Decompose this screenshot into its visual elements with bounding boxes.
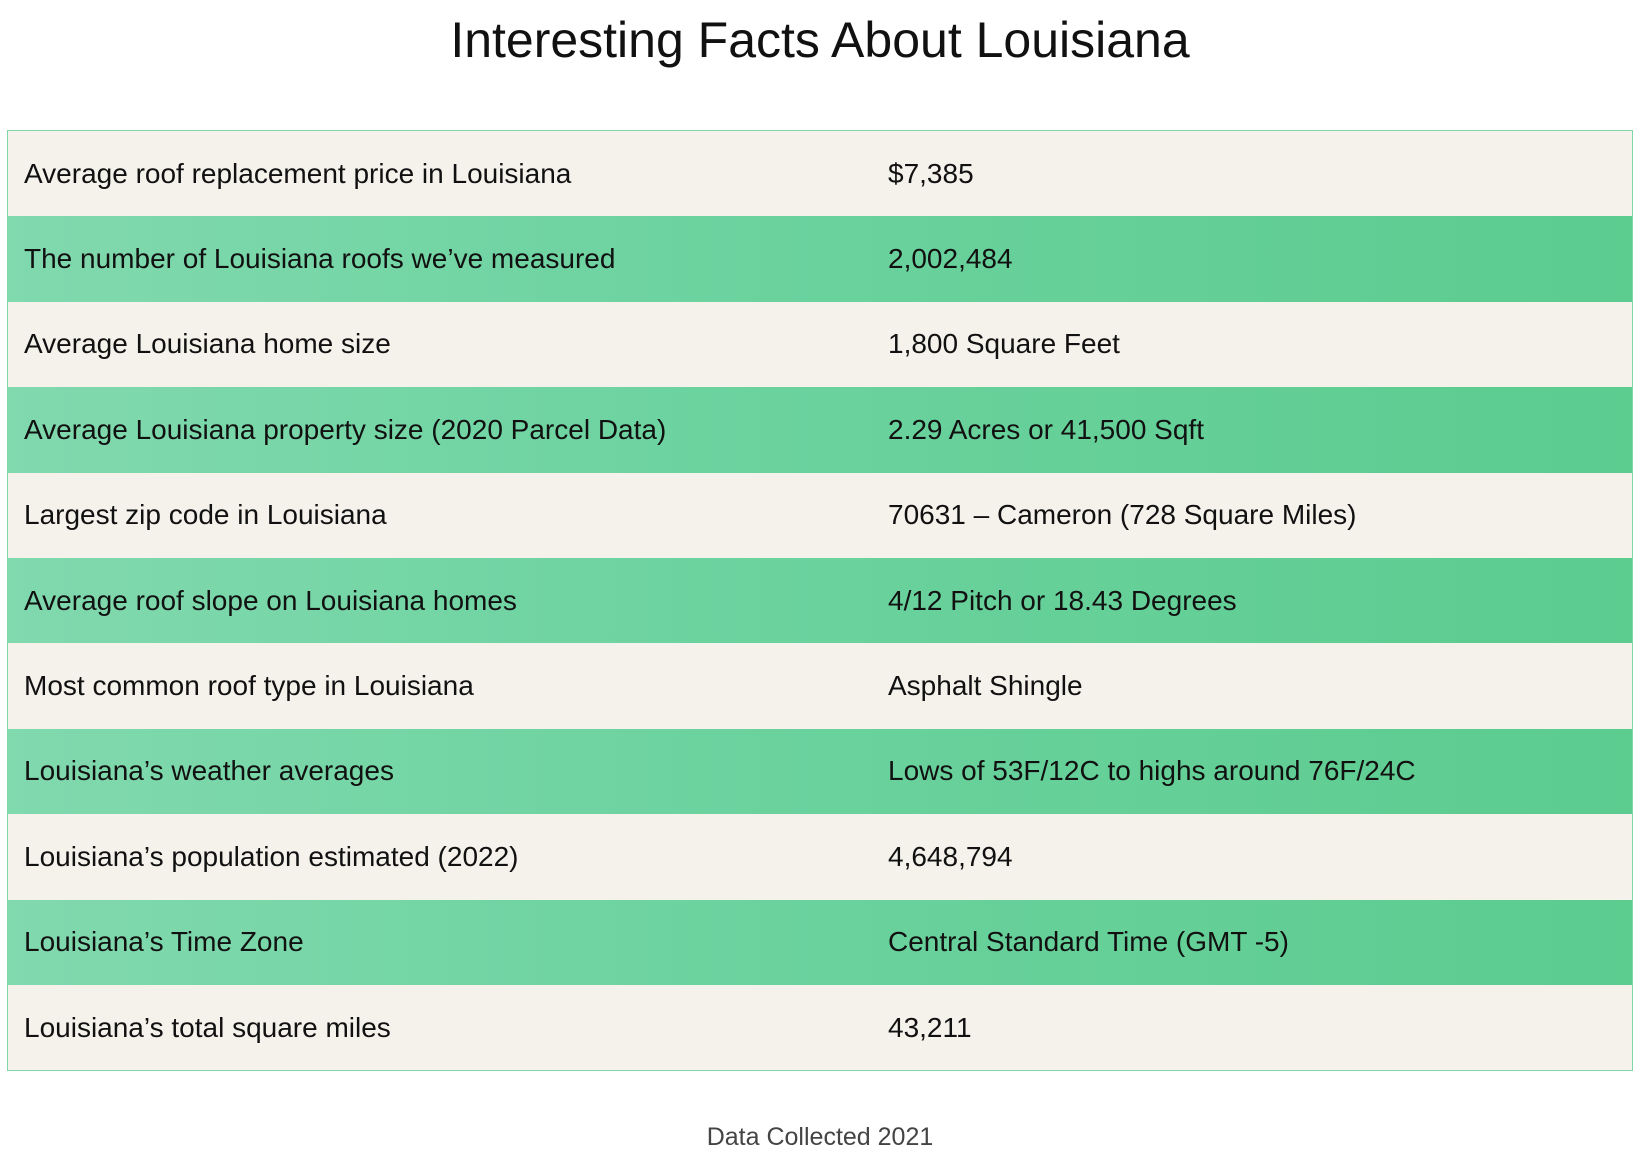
- table-row: Largest zip code in Louisiana 70631 – Ca…: [8, 472, 1632, 558]
- row-value: $7,385: [888, 157, 974, 189]
- row-label: Most common roof type in Louisiana: [24, 670, 474, 702]
- table-row: Louisiana’s Time Zone Central Standard T…: [8, 899, 1632, 985]
- row-label: The number of Louisiana roofs we’ve meas…: [24, 243, 616, 275]
- facts-table: Average roof replacement price in Louisi…: [7, 130, 1633, 1072]
- row-value: 2,002,484: [888, 243, 1013, 275]
- row-label: Louisiana’s total square miles: [24, 1011, 391, 1043]
- page-title: Interesting Facts About Louisiana: [450, 12, 1190, 68]
- table-row: The number of Louisiana roofs we’ve meas…: [8, 216, 1632, 302]
- row-label: Largest zip code in Louisiana: [24, 499, 387, 531]
- row-value: Central Standard Time (GMT -5): [888, 926, 1289, 958]
- row-label: Average roof replacement price in Louisi…: [24, 157, 572, 189]
- row-value: Lows of 53F/12C to highs around 76F/24C: [888, 755, 1416, 787]
- row-value: Asphalt Shingle: [888, 670, 1083, 702]
- row-value: 4,648,794: [888, 840, 1013, 872]
- row-value: 2.29 Acres or 41,500 Sqft: [888, 413, 1204, 445]
- table-row: Average Louisiana property size (2020 Pa…: [8, 387, 1632, 473]
- row-label: Average roof slope on Louisiana homes: [24, 584, 517, 616]
- row-label: Average Louisiana property size (2020 Pa…: [24, 413, 667, 445]
- row-label: Louisiana’s population estimated (2022): [24, 840, 519, 872]
- data-collected-note: Data Collected 2021: [706, 1123, 934, 1151]
- table-row: Average roof slope on Louisiana homes 4/…: [8, 557, 1632, 644]
- table-row: Average roof replacement price in Louisi…: [8, 131, 1632, 217]
- row-value: 43,211: [888, 1011, 972, 1043]
- table-row: Louisiana’s population estimated (2022) …: [8, 814, 1632, 900]
- row-value: 70631 – Cameron (728 Square Miles): [888, 499, 1357, 531]
- row-label: Louisiana’s weather averages: [24, 755, 394, 787]
- table-row: Average Louisiana home size 1,800 Square…: [8, 301, 1632, 388]
- row-value: 1,800 Square Feet: [888, 328, 1120, 360]
- table-row: Most common roof type in Louisiana Aspha…: [8, 643, 1632, 729]
- table-row: Louisiana’s weather averages Lows of 53F…: [8, 728, 1632, 815]
- table-row: Louisiana’s total square miles 43,211: [8, 984, 1632, 1071]
- row-value: 4/12 Pitch or 18.43 Degrees: [888, 584, 1237, 616]
- row-label: Louisiana’s Time Zone: [24, 926, 304, 958]
- row-label: Average Louisiana home size: [24, 328, 391, 360]
